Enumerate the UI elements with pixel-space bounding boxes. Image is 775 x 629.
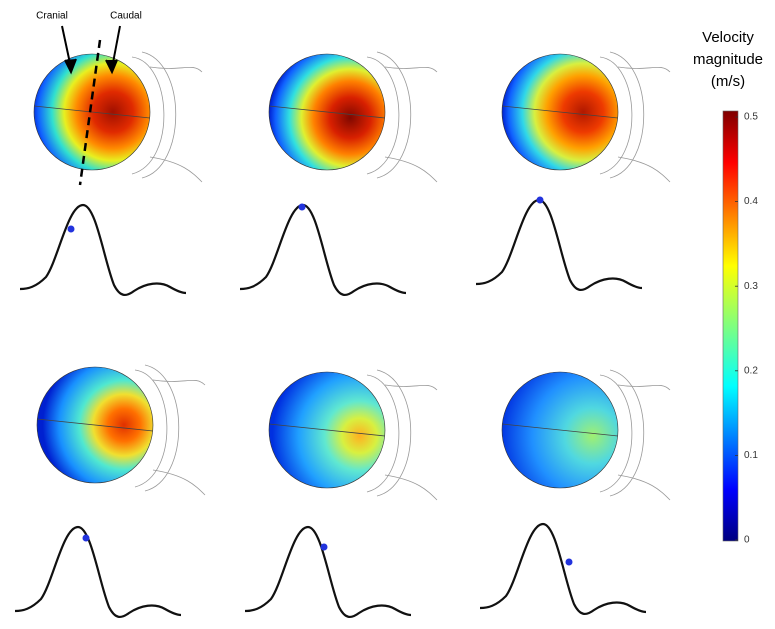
colorbar-tick-label: 0.1 (744, 450, 758, 461)
colorbar-tick-label: 0.5 (744, 112, 758, 123)
colorbar-tick-label: 0.4 (744, 196, 758, 207)
colorbar-title: Velocity (702, 29, 754, 46)
annotation-label: Caudal (110, 11, 142, 22)
colorbar-tick-label: 0.2 (744, 365, 758, 376)
annotation-label: Cranial (36, 11, 68, 22)
colorbar-tick-label: 0 (744, 535, 750, 546)
colorbar-tick-label: 0.3 (744, 281, 758, 292)
colorbar-title: (m/s) (711, 73, 745, 90)
figure: Cranial Caudal Velocity magnitude (m/s) … (0, 0, 775, 629)
colorbar (723, 111, 738, 541)
colorbar-title: magnitude (693, 51, 763, 68)
panel-discs (34, 52, 670, 500)
